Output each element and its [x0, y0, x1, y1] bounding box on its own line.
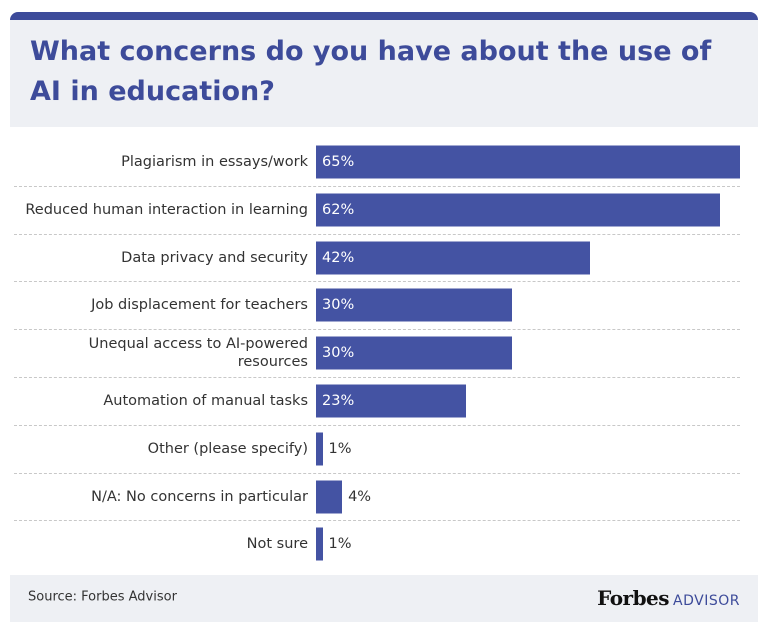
category-label: Reduced human interaction in learning — [25, 201, 308, 218]
value-label: 62% — [322, 201, 355, 218]
category-label: Automation of manual tasks — [103, 392, 308, 409]
bar — [316, 432, 323, 466]
chart-title: What concerns do you have about the use … — [30, 36, 712, 107]
bar — [316, 241, 590, 274]
value-label: 30% — [322, 345, 355, 362]
bar — [316, 336, 512, 370]
row-separator — [14, 377, 740, 378]
category-label: Data privacy and security — [121, 249, 308, 266]
bar — [316, 193, 721, 227]
row-separator — [14, 329, 740, 331]
category-label: N/A: No concerns in particular — [91, 488, 308, 505]
logo-brand: Forbes — [597, 586, 670, 610]
value-label: 42% — [322, 249, 355, 266]
value-label: 65% — [322, 153, 355, 170]
row-separator — [14, 472, 740, 474]
source: Source: Forbes Advisor — [28, 589, 177, 605]
value-label: 30% — [322, 297, 355, 314]
logo: Forbes ADVISOR — [597, 586, 740, 610]
bar — [316, 384, 466, 418]
value-label: 1% — [328, 440, 352, 457]
row-separator — [14, 281, 740, 283]
category-label: Not sure — [246, 536, 308, 553]
category-label: Unequal access to AI-powered resources — [88, 336, 308, 371]
bar — [316, 288, 512, 322]
category-label: Job displacement for teachers — [91, 297, 308, 314]
value-label: 4% — [348, 488, 372, 505]
row-separator — [14, 233, 740, 235]
value-label: 23% — [322, 392, 355, 409]
value-label: 1% — [328, 536, 352, 553]
logo-suffix: ADVISOR — [673, 593, 740, 609]
row-separator — [14, 520, 740, 522]
category-label: Plagiarism in essays/work — [121, 153, 308, 170]
bar — [316, 480, 343, 513]
category-label: Other (please specify) — [147, 440, 308, 457]
footer — [10, 575, 758, 622]
header — [10, 20, 758, 127]
row-separator — [14, 185, 740, 187]
bar — [316, 527, 323, 561]
bar — [316, 145, 740, 179]
row-separator — [14, 424, 740, 426]
